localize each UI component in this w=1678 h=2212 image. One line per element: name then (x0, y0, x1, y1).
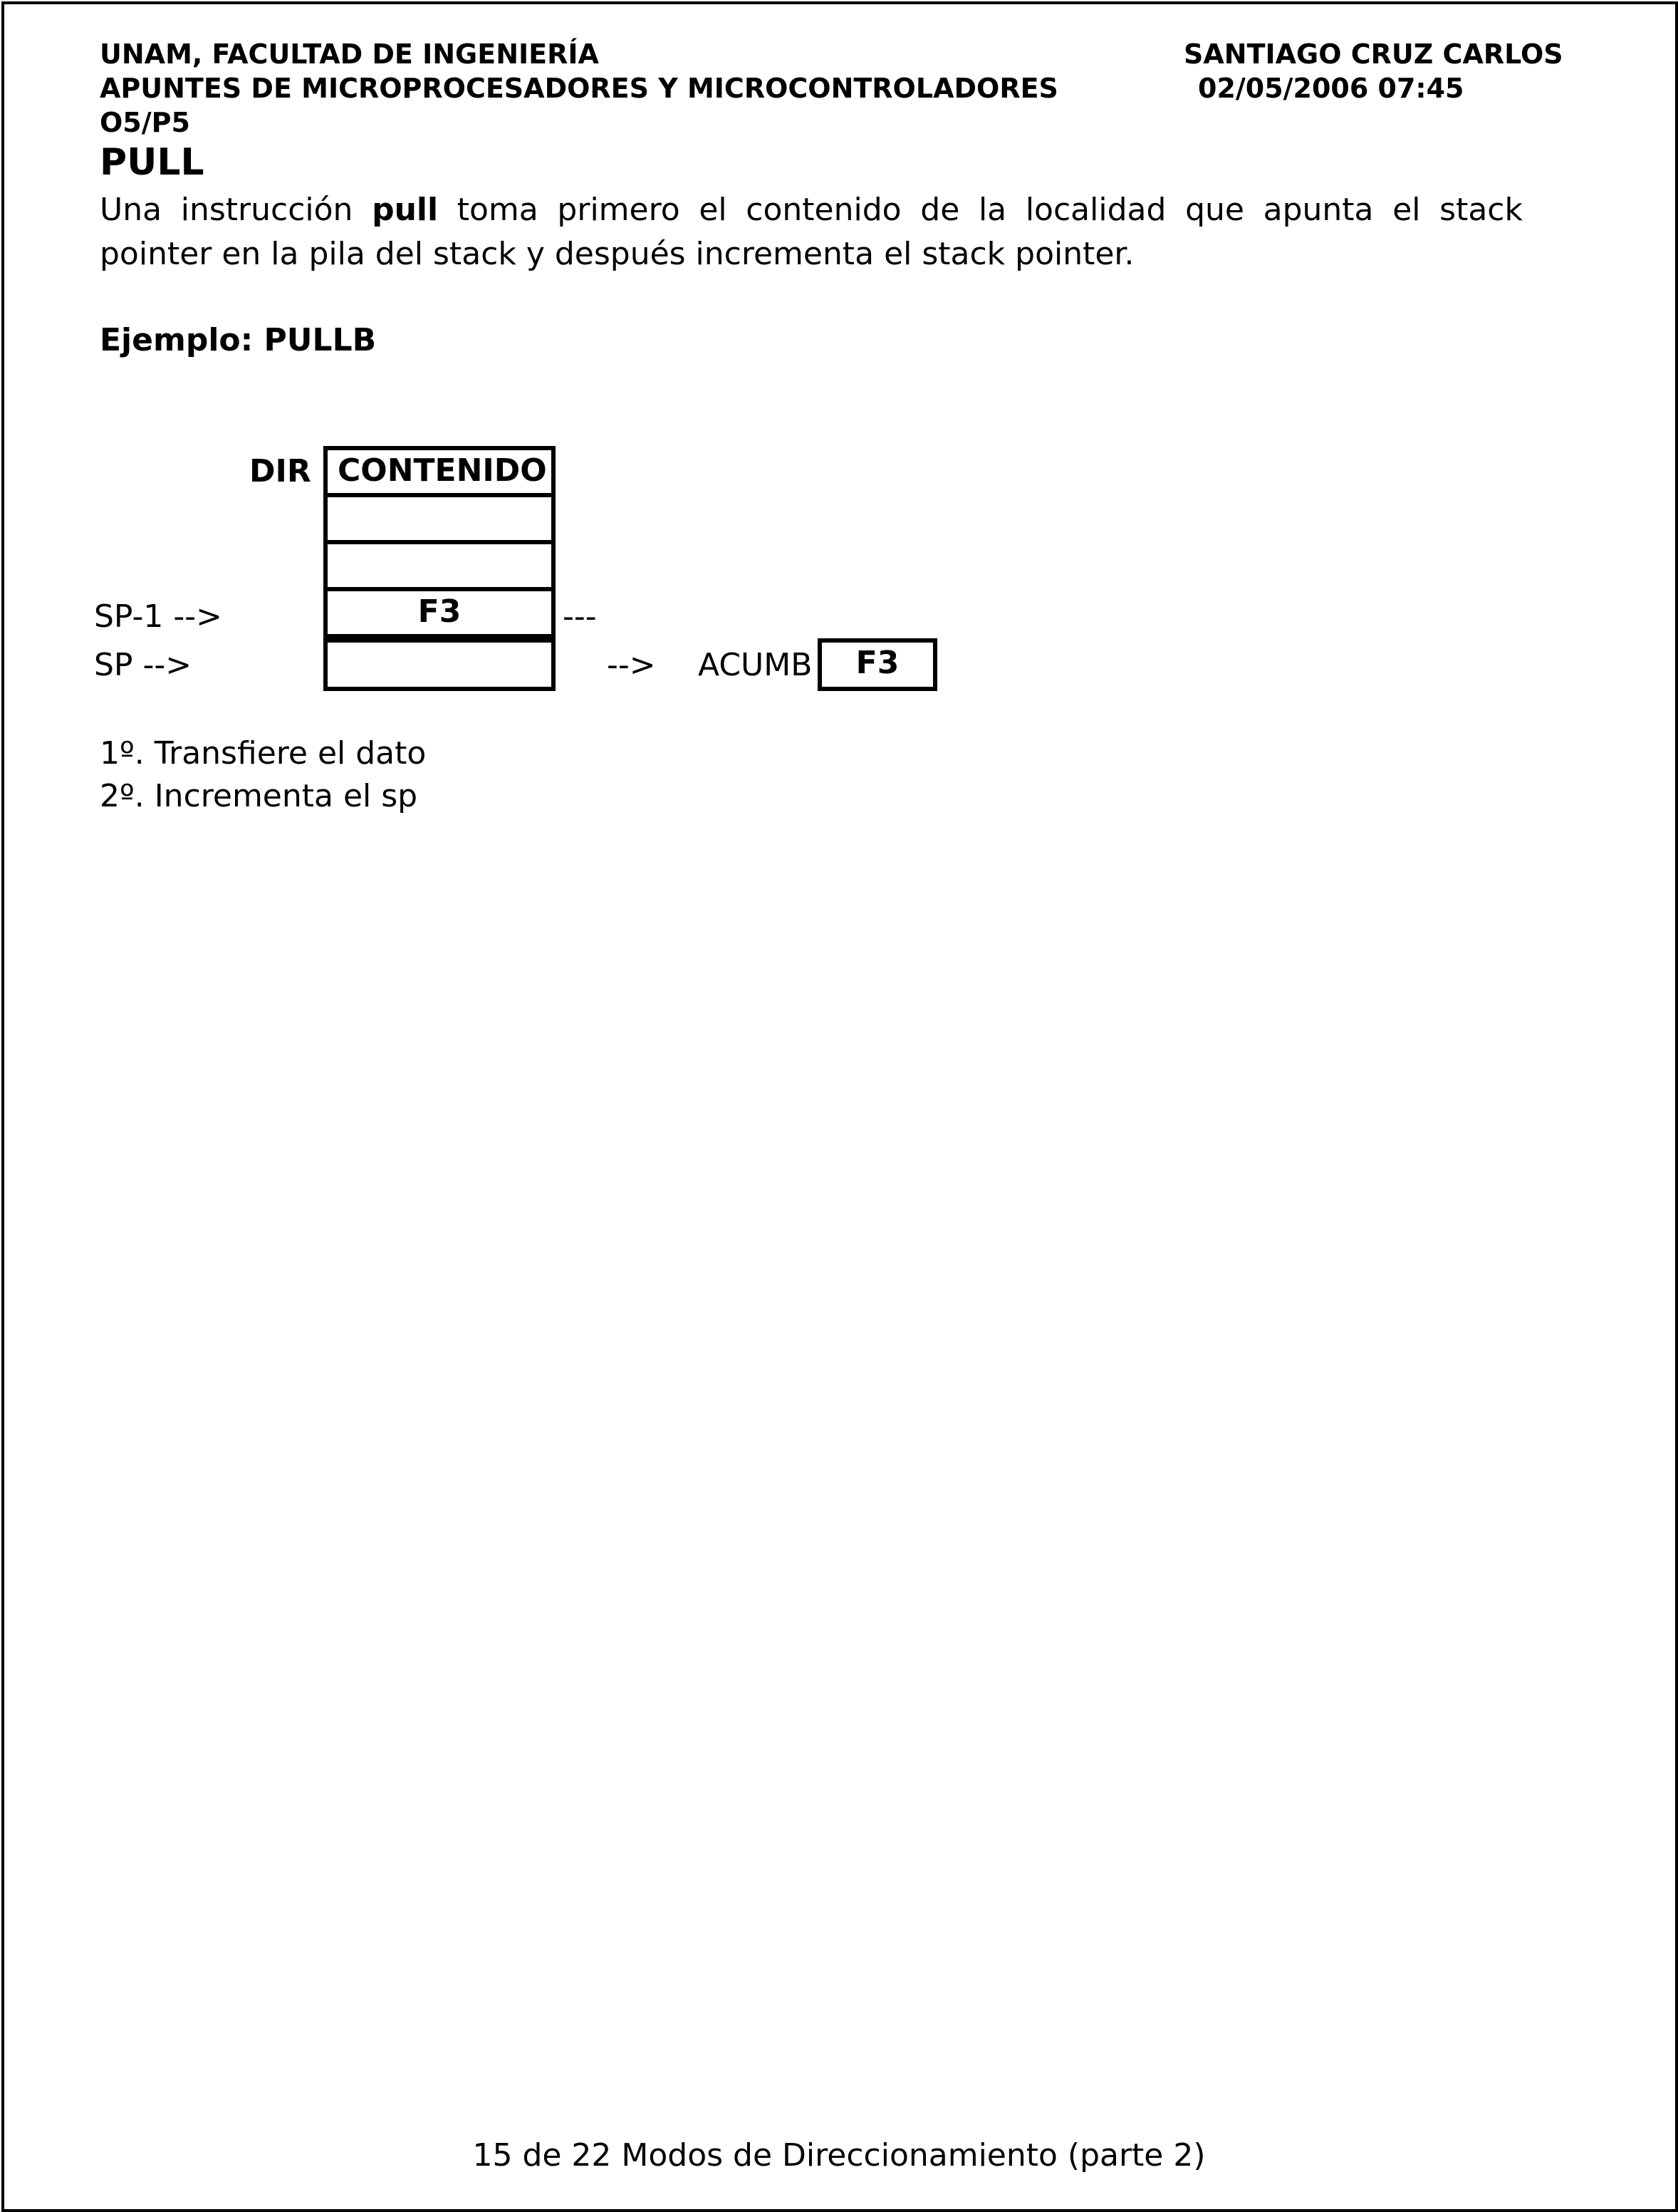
transfer-arrow: --> (607, 647, 656, 683)
header-institution: UNAM, FACULTAD DE INGENIERÍA (100, 38, 599, 70)
paragraph-keyword: pull (372, 192, 439, 228)
sp-minus-1-label: SP-1 --> (94, 598, 222, 635)
sp-label: SP --> (94, 647, 192, 683)
page-footer: 15 de 22 Modos de Direccionamiento (part… (472, 2137, 1206, 2174)
step-2: 2º. Incrementa el sp (100, 778, 418, 814)
accumulator-cell: F3 (818, 638, 937, 691)
accumulator-label: ACUMB (698, 647, 813, 683)
transfer-dashes: --- (563, 598, 597, 635)
section-paragraph: Una instrucción pull toma primero el con… (100, 188, 1523, 276)
example-label: Ejemplo: PULLB (100, 322, 377, 358)
header-datetime: 02/05/2006 07:45 (1198, 73, 1464, 104)
stack-cell-4 (323, 638, 556, 691)
stack-header-cell: CONTENIDO (323, 446, 556, 497)
paragraph-part-1: Una instrucción (100, 192, 372, 228)
stack-cell-3: F3 (323, 587, 556, 638)
header-author: SANTIAGO CRUZ CARLOS (1184, 38, 1563, 70)
stack-cell-2 (323, 540, 556, 591)
dir-label: DIR (249, 453, 311, 489)
header-code: O5/P5 (100, 107, 190, 138)
header-course: APUNTES DE MICROPROCESADORES Y MICROCONT… (100, 73, 1058, 104)
section-title: PULL (100, 141, 204, 184)
stack-cell-1 (323, 493, 556, 544)
step-1: 1º. Transfiere el dato (100, 735, 427, 772)
paragraph-part-2: toma primero el contenido de la localida… (100, 192, 1523, 272)
